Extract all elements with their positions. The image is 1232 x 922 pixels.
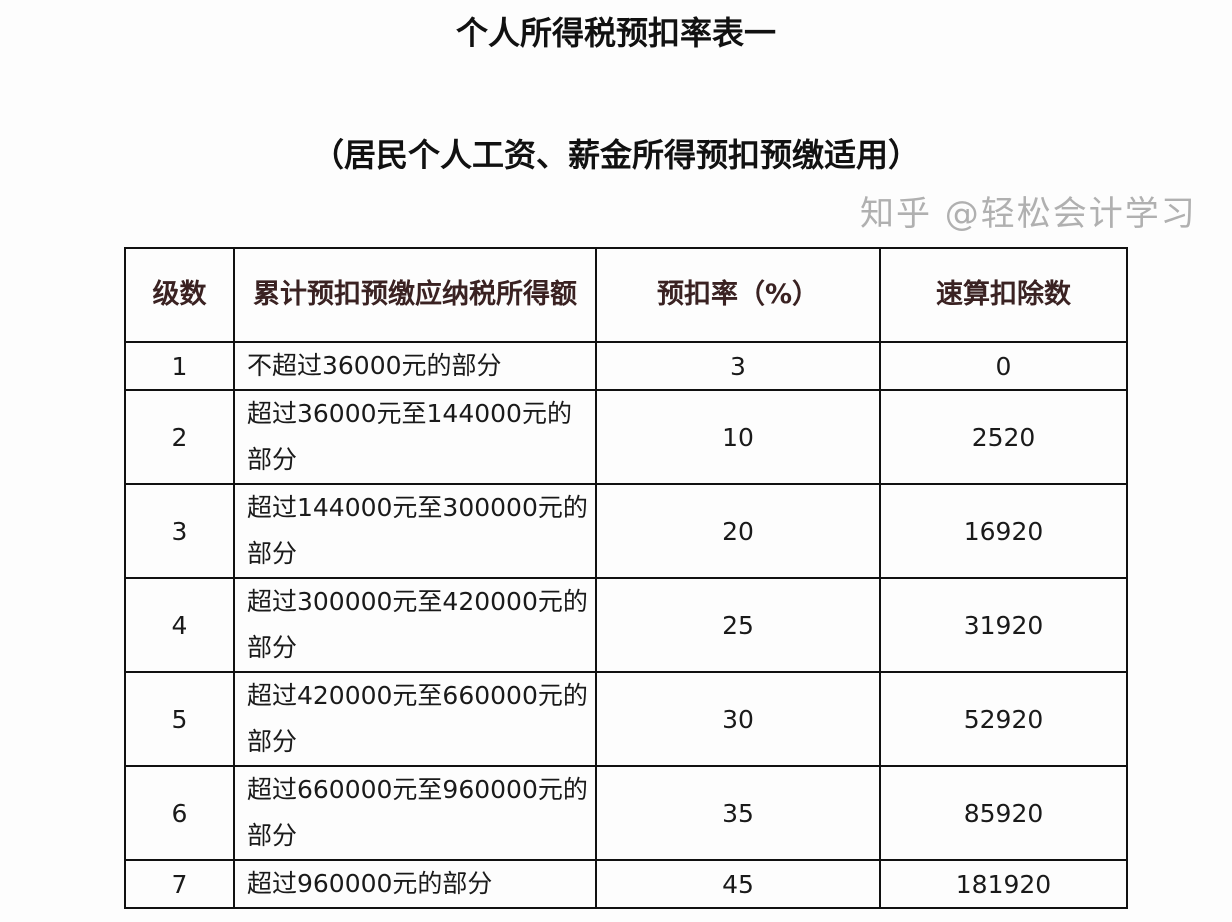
cell-deduction: 31920: [879, 577, 1128, 673]
cell-range: 超过144000元至300000元的部分: [233, 483, 597, 579]
cell-level: 2: [124, 389, 235, 485]
table-header-row: 级数 累计预扣预缴应纳税所得额 预扣率（%） 速算扣除数: [124, 247, 1128, 343]
cell-rate: 3: [595, 341, 881, 391]
table-row: 1 不超过36000元的部分 3 0: [124, 341, 1128, 391]
cell-range: 不超过36000元的部分: [233, 341, 597, 391]
watermark: 知乎 @轻松会计学习: [860, 194, 1197, 234]
cell-level: 1: [124, 341, 235, 391]
cell-deduction: 2520: [879, 389, 1128, 485]
table-row: 5 超过420000元至660000元的部分 30 52920: [124, 671, 1128, 767]
table-row: 4 超过300000元至420000元的部分 25 31920: [124, 577, 1128, 673]
cell-deduction: 16920: [879, 483, 1128, 579]
cell-deduction: 52920: [879, 671, 1128, 767]
header-deduction: 速算扣除数: [879, 247, 1128, 343]
table-row: 2 超过36000元至144000元的部分 10 2520: [124, 389, 1128, 485]
cell-level: 7: [124, 859, 235, 909]
cell-rate: 25: [595, 577, 881, 673]
cell-rate: 45: [595, 859, 881, 909]
cell-level: 6: [124, 765, 235, 861]
cell-level: 5: [124, 671, 235, 767]
page-subtitle: （居民个人工资、薪金所得预扣预缴适用）: [311, 136, 920, 174]
header-level: 级数: [124, 247, 235, 343]
cell-level: 4: [124, 577, 235, 673]
cell-range: 超过36000元至144000元的部分: [233, 389, 597, 485]
cell-deduction: 0: [879, 341, 1128, 391]
cell-rate: 30: [595, 671, 881, 767]
table-row: 7 超过960000元的部分 45 181920: [124, 859, 1128, 909]
cell-range: 超过660000元至960000元的部分: [233, 765, 597, 861]
cell-rate: 10: [595, 389, 881, 485]
cell-range: 超过420000元至660000元的部分: [233, 671, 597, 767]
cell-deduction: 85920: [879, 765, 1128, 861]
cell-rate: 35: [595, 765, 881, 861]
header-range: 累计预扣预缴应纳税所得额: [233, 247, 597, 343]
cell-rate: 20: [595, 483, 881, 579]
cell-range: 超过300000元至420000元的部分: [233, 577, 597, 673]
cell-range: 超过960000元的部分: [233, 859, 597, 909]
table-row: 3 超过144000元至300000元的部分 20 16920: [124, 483, 1128, 579]
cell-deduction: 181920: [879, 859, 1128, 909]
cell-level: 3: [124, 483, 235, 579]
tax-rate-table: 级数 累计预扣预缴应纳税所得额 预扣率（%） 速算扣除数 1 不超过36000元的…: [124, 247, 1128, 909]
page-title: 个人所得税预扣率表一: [455, 14, 776, 52]
table-row: 6 超过660000元至960000元的部分 35 85920: [124, 765, 1128, 861]
header-rate: 预扣率（%）: [595, 247, 881, 343]
